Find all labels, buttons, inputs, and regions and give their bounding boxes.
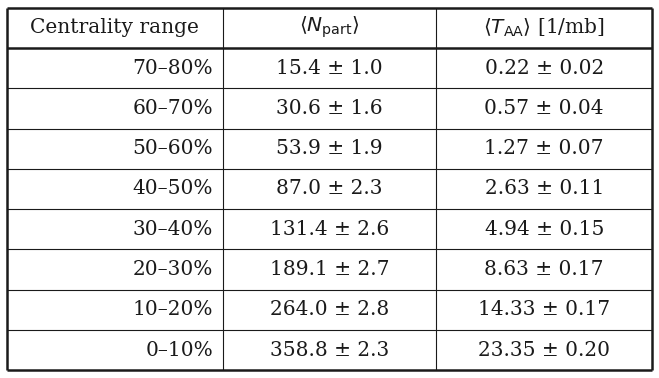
Text: 189.1 ± 2.7: 189.1 ± 2.7 — [270, 260, 389, 279]
Text: 131.4 ± 2.6: 131.4 ± 2.6 — [270, 220, 389, 239]
Text: $\langle N_{\rm part} \rangle$: $\langle N_{\rm part} \rangle$ — [299, 15, 360, 40]
Text: 30.6 ± 1.6: 30.6 ± 1.6 — [276, 99, 383, 118]
Text: 14.33 ± 0.17: 14.33 ± 0.17 — [478, 301, 610, 319]
Text: 10–20%: 10–20% — [132, 301, 213, 319]
Text: 53.9 ± 1.9: 53.9 ± 1.9 — [276, 139, 383, 158]
Text: 23.35 ± 0.20: 23.35 ± 0.20 — [478, 341, 610, 360]
Text: 4.94 ± 0.15: 4.94 ± 0.15 — [484, 220, 604, 239]
Text: 358.8 ± 2.3: 358.8 ± 2.3 — [270, 341, 389, 360]
Text: 8.63 ± 0.17: 8.63 ± 0.17 — [484, 260, 604, 279]
Text: 60–70%: 60–70% — [132, 99, 213, 118]
Text: 40–50%: 40–50% — [132, 180, 213, 198]
Text: 20–30%: 20–30% — [132, 260, 213, 279]
Text: Centrality range: Centrality range — [30, 18, 199, 37]
Text: $\langle T_{\rm AA} \rangle$ [1/mb]: $\langle T_{\rm AA} \rangle$ [1/mb] — [483, 17, 605, 39]
Text: 50–60%: 50–60% — [132, 139, 213, 158]
Text: 30–40%: 30–40% — [132, 220, 213, 239]
Text: 87.0 ± 2.3: 87.0 ± 2.3 — [276, 180, 383, 198]
Text: 70–80%: 70–80% — [132, 59, 213, 77]
Text: 2.63 ± 0.11: 2.63 ± 0.11 — [484, 180, 604, 198]
Text: 1.27 ± 0.07: 1.27 ± 0.07 — [484, 139, 604, 158]
Text: 0–10%: 0–10% — [145, 341, 213, 360]
Text: 0.22 ± 0.02: 0.22 ± 0.02 — [484, 59, 604, 77]
Text: 15.4 ± 1.0: 15.4 ± 1.0 — [276, 59, 383, 77]
Text: 264.0 ± 2.8: 264.0 ± 2.8 — [270, 301, 389, 319]
Text: 0.57 ± 0.04: 0.57 ± 0.04 — [484, 99, 604, 118]
